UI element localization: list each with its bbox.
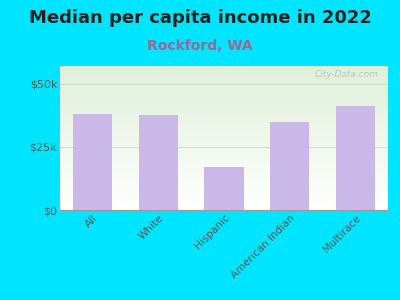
- Text: Median per capita income in 2022: Median per capita income in 2022: [28, 9, 372, 27]
- Bar: [204, 167, 244, 210]
- Text: City-Data.com: City-Data.com: [314, 70, 378, 79]
- Bar: [73, 114, 112, 210]
- Bar: [270, 122, 309, 210]
- Bar: [139, 115, 178, 210]
- Bar: [336, 106, 375, 210]
- Text: Rockford, WA: Rockford, WA: [147, 39, 253, 53]
